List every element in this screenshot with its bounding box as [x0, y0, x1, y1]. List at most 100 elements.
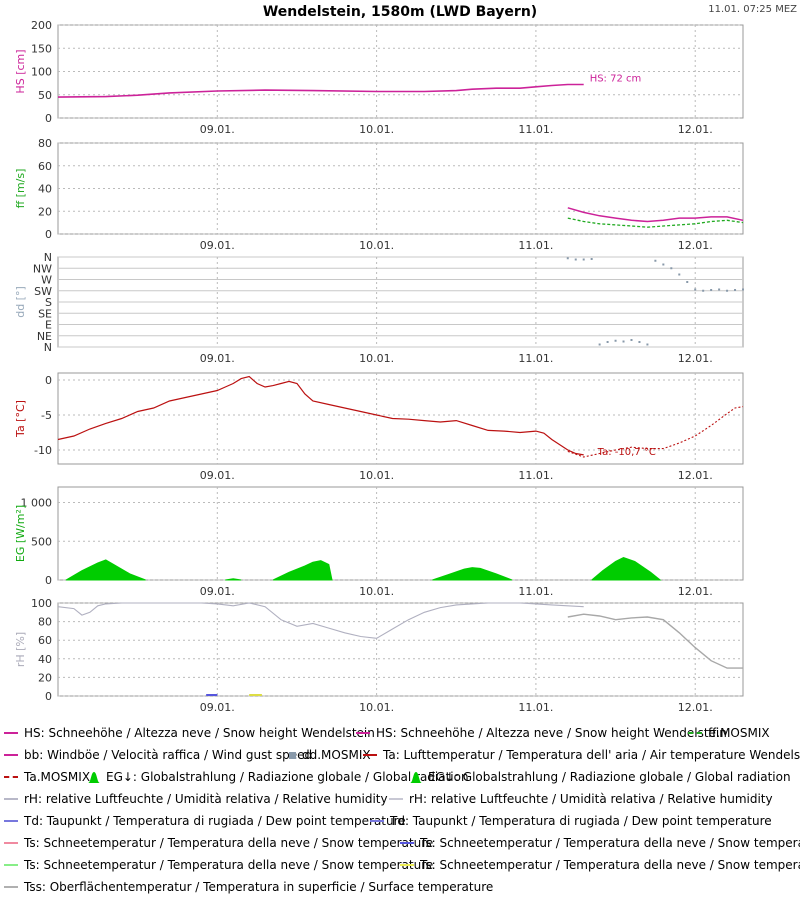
legend-label: Td: Taupunkt / Temperatura di rugiada / …: [390, 814, 772, 828]
legend-item: Ta.MOSMIX: [4, 766, 90, 788]
series-line-ff: [567, 217, 744, 228]
legend-label: EG↓: Globalstrahlung / Radiazione global…: [106, 770, 469, 784]
legend-row: Ta.MOSMIX EG↓: Globalstrahlung / Radiazio…: [0, 766, 800, 788]
dd-point: [718, 288, 721, 291]
y-tick-label: 100: [31, 66, 52, 79]
y-tick-label: 100: [31, 597, 52, 610]
series-line-ta: [567, 406, 744, 458]
legend-swatch: [400, 842, 414, 844]
x-tick-label: 11.01.: [518, 352, 553, 365]
legend-swatch: [363, 754, 377, 756]
y-tick-label: -5: [41, 409, 52, 422]
dd-point: [702, 289, 705, 292]
x-tick-label: 10.01.: [359, 352, 394, 365]
y-tick-label: SE: [38, 307, 52, 320]
legend-label: Ta.MOSMIX: [24, 770, 91, 784]
y-axis-label: EG [W/m²]: [14, 505, 27, 562]
y-tick-label: SW: [34, 285, 52, 298]
y-tick-label: 150: [31, 42, 52, 55]
series-line-ff: [567, 207, 744, 223]
x-tick-label: 10.01.: [359, 701, 394, 714]
legend-item: rH: relative Luftfeuchte / Umidità relat…: [389, 788, 773, 810]
legend-label: Ts: Schneetemperatur / Temperatura della…: [24, 858, 434, 872]
y-tick-label: 200: [31, 19, 52, 32]
dd-point: [630, 339, 633, 341]
y-tick-label: 1 000: [21, 497, 53, 510]
series-line-rh: [57, 602, 584, 639]
y-tick-label: 60: [38, 634, 52, 647]
x-tick-label: 09.01.: [200, 123, 235, 136]
panel-eg: 0 500 1 000 09.01. 10.01. 11.01. 12.01. EG [W/m…: [14, 486, 744, 598]
legend-swatch: [4, 732, 18, 734]
series-line-ta: [57, 375, 584, 456]
x-tick-label: 11.01.: [518, 469, 553, 482]
legend-item: Ta: Lufttemperatur / Temperatura dell' a…: [363, 744, 800, 766]
legend-label: rH: relative Luftfeuchte / Umidità relat…: [409, 792, 773, 806]
legend-item: HS: Schneehöhe / Altezza neve / Snow hei…: [4, 722, 375, 744]
series-line-rh: [567, 613, 743, 669]
legend-item: dd.MOSMIX: [285, 744, 371, 766]
panel-ta: 0 -5 -10 09.01. 10.01. 11.01. 12.01. Ta [°C] Ta:…: [14, 372, 744, 482]
legend-row: bb: Windböe / Velocità raffica / Wind gu…: [0, 744, 800, 766]
legend-row: Td: Taupunkt / Temperatura di rugiada / …: [0, 810, 800, 832]
x-tick-label: 09.01.: [200, 469, 235, 482]
eg-area: [65, 559, 146, 581]
dd-point: [566, 257, 569, 260]
x-tick-label: 10.01.: [359, 239, 394, 252]
y-tick-label: E: [45, 319, 52, 332]
y-tick-label: 0: [45, 374, 52, 387]
eg-area: [591, 556, 662, 581]
legend-swatch: [370, 820, 384, 822]
x-tick-label: 12.01.: [678, 701, 713, 714]
eg-area: [225, 578, 242, 581]
legend-item: bb: Windböe / Velocità raffica / Wind gu…: [4, 744, 312, 766]
x-tick-label: 11.01.: [518, 585, 553, 598]
dd-point: [734, 289, 737, 291]
x-tick-label: 12.01.: [678, 352, 713, 365]
x-tick-label: 12.01.: [678, 469, 713, 482]
legend-row: Tss: Oberflächentemperatur / Temperatura…: [0, 876, 800, 898]
legend-item: Ts: Schneetemperatur / Temperatura della…: [4, 832, 433, 854]
legend: HS: Schneehöhe / Altezza neve / Snow hei…: [0, 722, 800, 898]
weather-chart: Wendelstein, 1580m (LWD Bayern) 11.01. 0…: [14, 4, 797, 714]
y-tick-label: 0: [45, 574, 52, 587]
legend-label: Td: Taupunkt / Temperatura di rugiada / …: [24, 814, 406, 828]
dd-point: [710, 289, 713, 291]
dd-point: [662, 263, 665, 266]
legend-label: ff.MOSMIX: [708, 726, 770, 740]
y-tick-label: 0: [45, 690, 52, 703]
legend-item: Ts: Schneetemperatur / Temperatura della…: [4, 854, 433, 876]
legend-item: Ts: Schneetemperatur / Temperatura della…: [400, 854, 800, 876]
legend-item: EG↓: Globalstrahlung / Radiazione global…: [408, 766, 791, 788]
annotation-ta: Ta: -10,7 °C: [597, 447, 656, 458]
x-tick-label: 10.01.: [359, 123, 394, 136]
legend-swatch: [289, 751, 296, 759]
legend-item: Td: Taupunkt / Temperatura di rugiada / …: [370, 810, 772, 832]
x-tick-label: 10.01.: [359, 469, 394, 482]
legend-swatch: [356, 732, 370, 734]
y-tick-label: 500: [31, 535, 52, 548]
y-axis-label: rH [%]: [14, 632, 27, 667]
y-tick-label: 40: [38, 653, 52, 666]
legend-label: dd.MOSMIX: [302, 748, 371, 762]
legend-label: Ts: Schneetemperatur / Temperatura della…: [420, 836, 800, 850]
dd-point: [638, 341, 641, 343]
x-tick-label: 11.01.: [518, 701, 553, 714]
y-tick-label: 20: [38, 205, 52, 218]
annotation-hs: HS: 72 cm: [590, 74, 642, 85]
legend-swatch: [4, 820, 18, 822]
dd-point: [574, 258, 577, 261]
panel-frame-hs: [57, 24, 744, 119]
legend-item: rH: relative Luftfeuchte / Umidità relat…: [4, 788, 388, 810]
dd-point: [614, 339, 617, 342]
y-axis-label: ff [m/s]: [14, 169, 27, 209]
dd-point: [598, 343, 601, 346]
legend-row: HS: Schneehöhe / Altezza neve / Snow hei…: [0, 722, 800, 744]
eg-area: [432, 567, 513, 581]
panel-rh: 0 20 40 60 80 100 09.01. 10.01. 11.01. 12.01. rH […: [14, 597, 744, 714]
chart-title: Wendelstein, 1580m (LWD Bayern): [263, 4, 537, 20]
y-tick-label: 60: [38, 160, 52, 173]
x-tick-label: 11.01.: [518, 123, 553, 136]
dd-point: [686, 281, 689, 283]
